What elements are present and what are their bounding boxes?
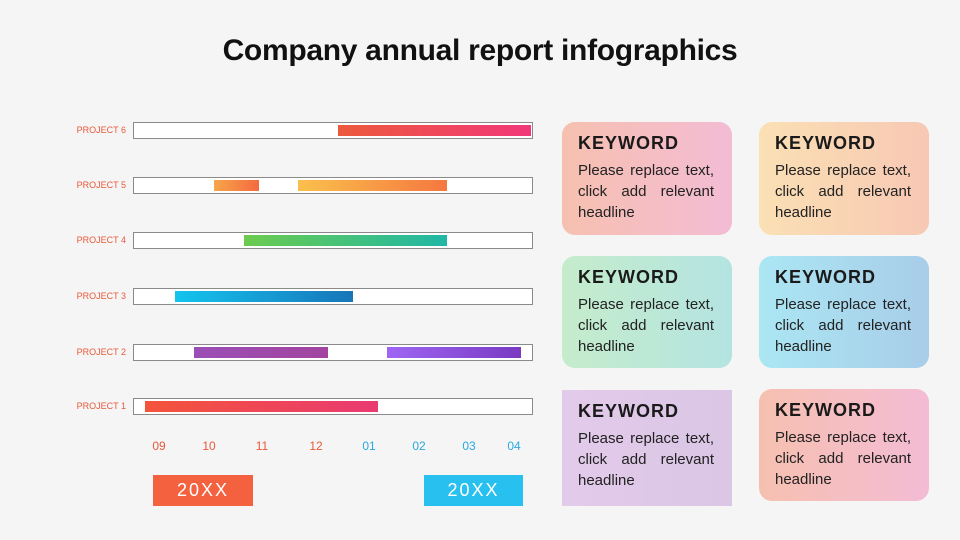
card-text: Please replace text, click add relevant …: [775, 162, 911, 221]
gantt-bar: [144, 401, 378, 412]
keyword-card: KEYWORD Please replace text, click add re…: [562, 122, 732, 235]
card-keyword: KEYWORD: [775, 133, 876, 153]
gantt-bar: [243, 235, 447, 246]
project-label: PROJECT 6: [76, 125, 126, 135]
keyword-card: KEYWORD Please replace text, click add re…: [562, 256, 732, 368]
project-label: PROJECT 1: [76, 401, 126, 411]
card-keyword: KEYWORD: [578, 133, 679, 153]
keyword-card: KEYWORD Please replace text, click add re…: [759, 256, 929, 368]
project-label: PROJECT 5: [76, 180, 126, 190]
card-text: Please replace text, click add relevant …: [578, 162, 714, 221]
keyword-card: KEYWORD Please replace text, click add re…: [759, 122, 929, 235]
card-keyword: KEYWORD: [775, 400, 876, 420]
card-text: Please replace text, click add relevant …: [775, 429, 911, 488]
card-text: Please replace text, click add relevant …: [578, 430, 714, 489]
axis-tick-label: 02: [412, 439, 426, 453]
project-label: PROJECT 2: [76, 347, 126, 357]
axis-tick-label: 04: [507, 439, 521, 453]
project-track: [133, 288, 533, 305]
project-track: [133, 177, 533, 194]
gantt-bar: [174, 291, 353, 302]
gantt-bar: [337, 125, 531, 136]
gantt-bar: [298, 180, 447, 191]
year-badge: 20XX: [153, 475, 253, 506]
gantt-bar: [194, 347, 329, 358]
card-keyword: KEYWORD: [578, 267, 679, 287]
year-badge: 20XX: [424, 475, 523, 506]
project-track: [133, 398, 533, 415]
project-label: PROJECT 3: [76, 291, 126, 301]
axis-tick-label: 12: [309, 439, 323, 453]
gantt-bar: [387, 347, 522, 358]
card-text: Please replace text, click add relevant …: [775, 296, 911, 355]
axis-tick-label: 09: [152, 439, 166, 453]
card-keyword: KEYWORD: [775, 267, 876, 287]
axis-tick-label: 03: [462, 439, 476, 453]
keyword-card: KEYWORD Please replace text, click add re…: [562, 390, 732, 506]
project-track: [133, 232, 533, 249]
axis-tick-label: 10: [202, 439, 216, 453]
card-keyword: KEYWORD: [578, 401, 679, 421]
project-track: [133, 344, 533, 361]
card-text: Please replace text, click add relevant …: [578, 296, 714, 355]
page-title: Company annual report infographics: [222, 34, 738, 67]
project-track: [133, 122, 533, 139]
axis-tick-label: 01: [362, 439, 376, 453]
axis-tick-label: 11: [255, 439, 269, 453]
project-label: PROJECT 4: [76, 235, 126, 245]
gantt-bar: [214, 180, 259, 191]
keyword-card: KEYWORD Please replace text, click add re…: [759, 389, 929, 501]
